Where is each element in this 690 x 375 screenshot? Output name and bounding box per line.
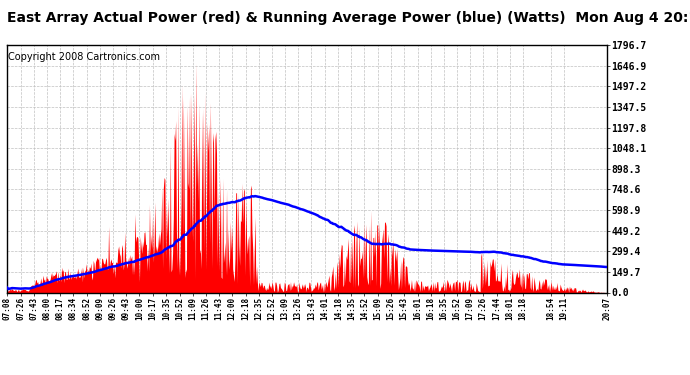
Text: East Array Actual Power (red) & Running Average Power (blue) (Watts)  Mon Aug 4 : East Array Actual Power (red) & Running …	[7, 11, 690, 25]
Text: Copyright 2008 Cartronics.com: Copyright 2008 Cartronics.com	[8, 53, 160, 62]
